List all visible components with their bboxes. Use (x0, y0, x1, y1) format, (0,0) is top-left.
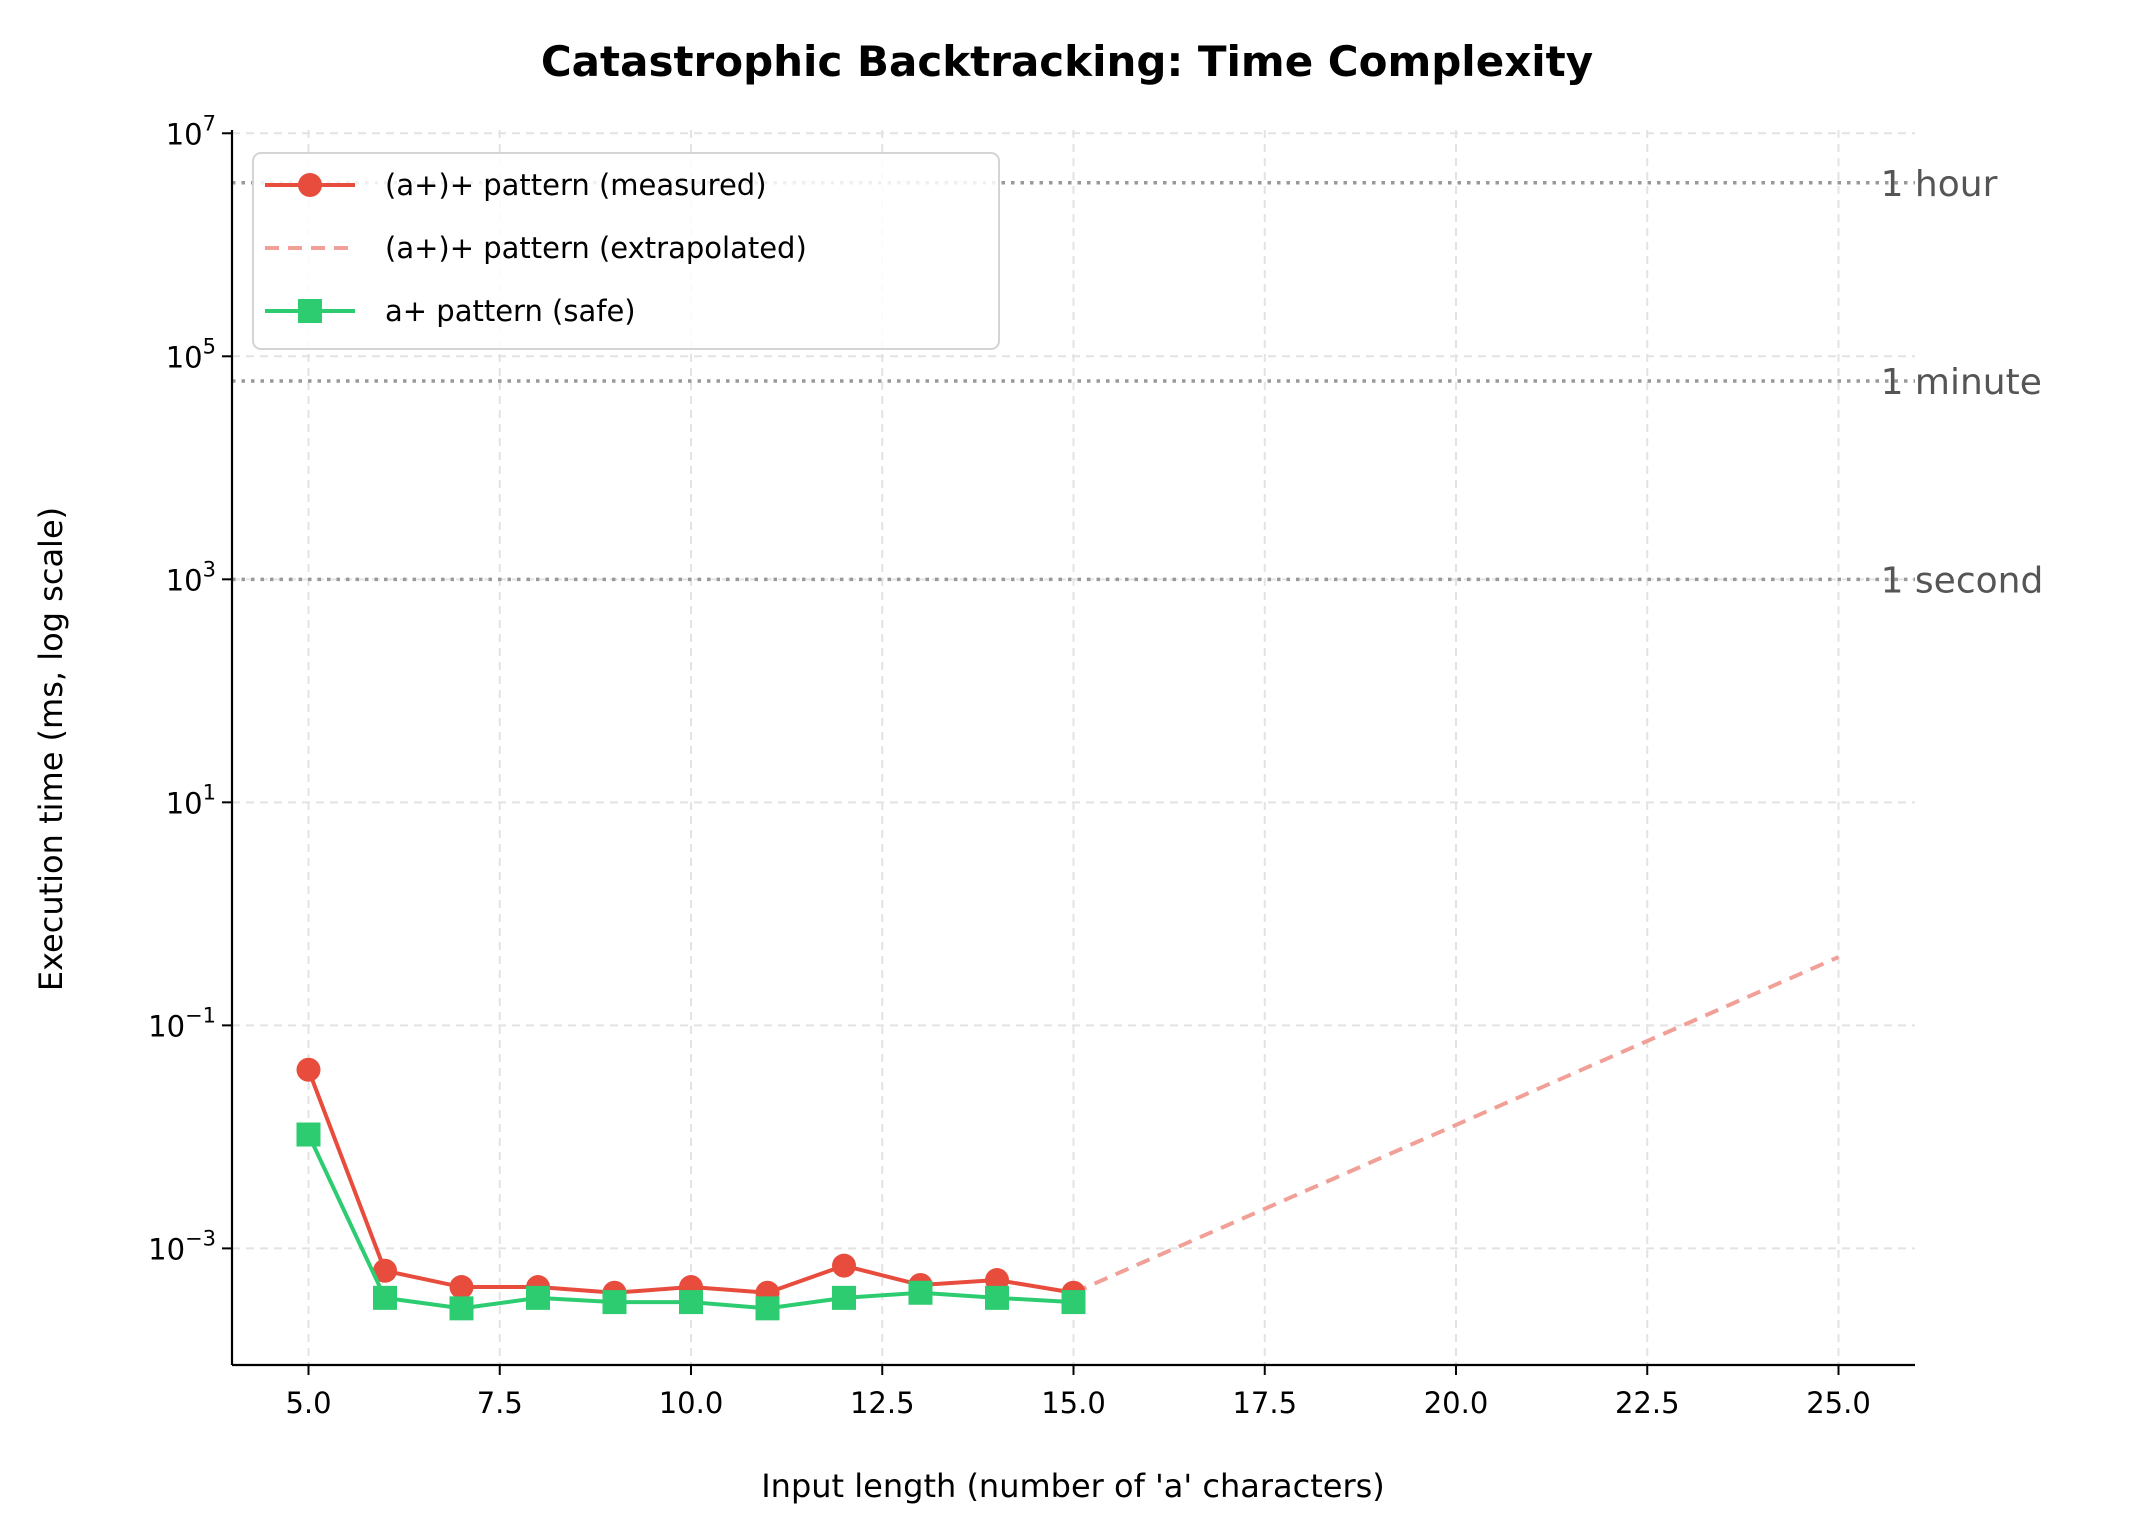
x-tick-label: 17.5 (1232, 1386, 1297, 1420)
data-point (373, 1258, 397, 1283)
legend-marker (298, 299, 322, 323)
y-tick-base: 10 (148, 1009, 185, 1043)
legend: (a+)+ pattern (measured) (a+)+ pattern (e… (252, 152, 1000, 350)
y-tick-label: 105 (166, 334, 216, 374)
y-tick-exponent: 1 (203, 780, 216, 804)
legend-label: (a+)+ pattern (extrapolated) (385, 231, 807, 265)
y-tick-exponent: 5 (203, 334, 216, 358)
x-tick-label: 25.0 (1806, 1386, 1871, 1420)
series-layer (296, 955, 1840, 1321)
data-point (373, 1285, 397, 1310)
legend-label: (a+)+ pattern (measured) (385, 168, 767, 202)
y-tick-label: 103 (166, 557, 216, 597)
y-tick-base: 10 (166, 340, 203, 374)
data-point (679, 1290, 703, 1315)
grid (232, 130, 1915, 1365)
y-tick-base: 10 (166, 117, 203, 151)
x-axis-label: Input length (number of 'a' characters) (761, 1467, 1385, 1505)
x-tick-label: 15.0 (1041, 1386, 1106, 1420)
data-point (1061, 1290, 1086, 1315)
y-tick-label: 107 (166, 111, 216, 151)
data-point (602, 1290, 627, 1315)
data-point (449, 1275, 474, 1300)
chart-title: Catastrophic Backtracking: Time Complexi… (541, 37, 1593, 86)
data-point (296, 1122, 321, 1147)
y-tick-exponent: 3 (203, 557, 216, 581)
x-tick-label: 22.5 (1615, 1386, 1680, 1420)
series-line (1072, 955, 1840, 1295)
y-tick-base: 10 (166, 786, 203, 820)
y-tick-exponent: 7 (203, 111, 216, 135)
y-tick-label: 10−3 (148, 1226, 216, 1266)
x-tick-label: 12.5 (850, 1386, 915, 1420)
reference-label: 1 hour (1881, 164, 1998, 205)
y-axis-label: Execution time (ms, log scale) (32, 507, 70, 991)
data-point (832, 1253, 856, 1278)
y-tick-base: 10 (166, 563, 203, 597)
y-tick-label: 10−1 (148, 1003, 216, 1043)
x-tick-label: 7.5 (477, 1386, 523, 1420)
data-point (832, 1285, 856, 1310)
axes: 5.0 7.5 10.0 12.5 15.0 17.5 20.0 22.5 25.010−310… (148, 111, 1915, 1420)
legend-marker (298, 173, 322, 197)
reference-label: 1 second (1881, 560, 2044, 601)
data-point (985, 1285, 1009, 1310)
x-tick-label: 10.0 (659, 1386, 724, 1420)
y-tick-label: 101 (166, 780, 216, 820)
data-point (755, 1296, 780, 1321)
data-point (908, 1280, 933, 1305)
data-point (526, 1285, 550, 1310)
reference-lines: 1 hour 1 minute 1 second (232, 164, 2044, 601)
y-tick-base: 10 (148, 1232, 185, 1266)
legend-box (252, 152, 1000, 350)
data-point (296, 1057, 321, 1082)
x-tick-label: 20.0 (1424, 1386, 1489, 1420)
y-tick-exponent: −3 (185, 1226, 216, 1250)
reference-label: 1 minute (1881, 362, 2042, 403)
x-tick-label: 5.0 (285, 1386, 331, 1420)
data-point (449, 1296, 474, 1321)
legend-label: a+ pattern (safe) (385, 294, 636, 328)
y-tick-exponent: −1 (185, 1003, 216, 1027)
